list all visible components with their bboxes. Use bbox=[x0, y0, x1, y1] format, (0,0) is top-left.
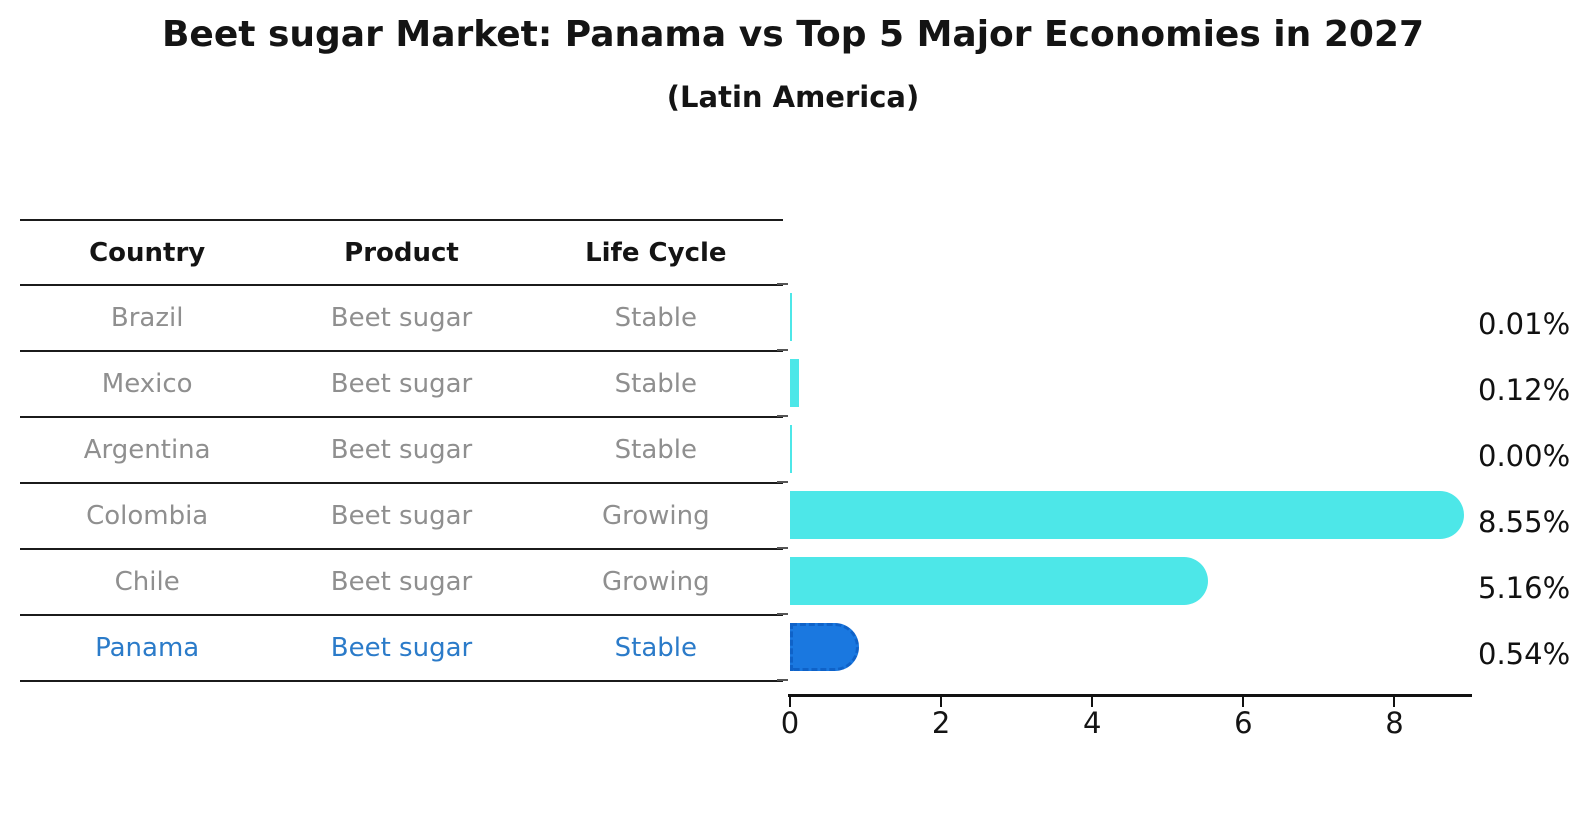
bar-mexico bbox=[790, 359, 800, 407]
x-tick-label: 0 bbox=[780, 706, 800, 740]
col-header-product: Product bbox=[344, 237, 459, 268]
table-row: Argentina Beet sugar Stable bbox=[20, 418, 783, 484]
cell-country: Panama bbox=[95, 633, 200, 663]
bar-argentina bbox=[790, 425, 792, 473]
cell-country: Argentina bbox=[83, 435, 211, 465]
bar-panama bbox=[790, 623, 859, 671]
cell-country: Colombia bbox=[86, 501, 209, 531]
cell-country: Brazil bbox=[110, 303, 184, 333]
cell-lifecycle: Stable bbox=[614, 303, 697, 333]
x-tick bbox=[1393, 694, 1396, 707]
cell-country: Chile bbox=[114, 567, 180, 597]
x-tick-label: 2 bbox=[931, 706, 951, 740]
country-table: Country Product Life Cycle Brazil Beet su… bbox=[20, 219, 783, 682]
bar-value-label: 0.01% bbox=[1478, 307, 1571, 341]
category-boundary-tick bbox=[777, 415, 788, 417]
col-header-lifecycle: Life Cycle bbox=[585, 237, 727, 268]
category-boundary-tick bbox=[777, 547, 788, 549]
cell-lifecycle: Stable bbox=[614, 369, 697, 399]
cell-lifecycle: Growing bbox=[601, 567, 710, 597]
x-tick-label: 4 bbox=[1083, 706, 1102, 740]
table-row: Brazil Beet sugar Stable bbox=[20, 286, 783, 352]
cell-lifecycle: Stable bbox=[614, 633, 697, 663]
category-boundary-tick bbox=[777, 613, 788, 615]
table-header-row: Country Product Life Cycle bbox=[20, 221, 783, 286]
x-tick bbox=[1091, 694, 1094, 707]
col-header-country: Country bbox=[89, 237, 206, 268]
cell-lifecycle: Growing bbox=[601, 501, 710, 531]
chart-subtitle: (Latin America) bbox=[666, 80, 920, 114]
cell-product: Beet sugar bbox=[330, 633, 473, 663]
category-boundary-tick bbox=[777, 679, 788, 681]
table-row: Panama Beet sugar Stable bbox=[20, 616, 783, 682]
x-tick bbox=[789, 694, 791, 707]
bar-value-label: 0.12% bbox=[1478, 373, 1571, 407]
table-row: Mexico Beet sugar Stable bbox=[20, 352, 783, 418]
category-boundary-tick bbox=[777, 481, 788, 483]
x-tick-label: 6 bbox=[1234, 706, 1253, 740]
category-boundary-tick bbox=[777, 349, 788, 351]
cell-product: Beet sugar bbox=[330, 435, 473, 465]
table-row: Colombia Beet sugar Growing bbox=[20, 484, 783, 550]
category-boundary-tick bbox=[777, 283, 788, 285]
bar-value-label: 0.00% bbox=[1478, 439, 1571, 473]
bar-value-label: 0.54% bbox=[1478, 637, 1571, 671]
x-tick bbox=[1242, 694, 1245, 707]
table-body: Brazil Beet sugar Stable Mexico Beet sugar St… bbox=[20, 286, 783, 682]
x-tick bbox=[940, 694, 943, 707]
cell-product: Beet sugar bbox=[330, 501, 473, 531]
bar-chile bbox=[790, 557, 1208, 605]
table-row: Chile Beet sugar Growing bbox=[20, 550, 783, 616]
bar-brazil bbox=[790, 293, 792, 341]
bar-colombia bbox=[790, 491, 1465, 539]
cell-product: Beet sugar bbox=[330, 303, 473, 333]
x-tick-label: 8 bbox=[1385, 706, 1404, 740]
cell-product: Beet sugar bbox=[330, 567, 473, 597]
cell-country: Mexico bbox=[101, 369, 193, 399]
x-axis-line bbox=[788, 694, 1472, 697]
bar-value-label: 5.16% bbox=[1478, 571, 1571, 605]
chart-title: Beet sugar Market: Panama vs Top 5 Major… bbox=[161, 14, 1425, 55]
bar-value-label: 8.55% bbox=[1478, 505, 1571, 539]
cell-lifecycle: Stable bbox=[614, 435, 697, 465]
cell-product: Beet sugar bbox=[330, 369, 473, 399]
